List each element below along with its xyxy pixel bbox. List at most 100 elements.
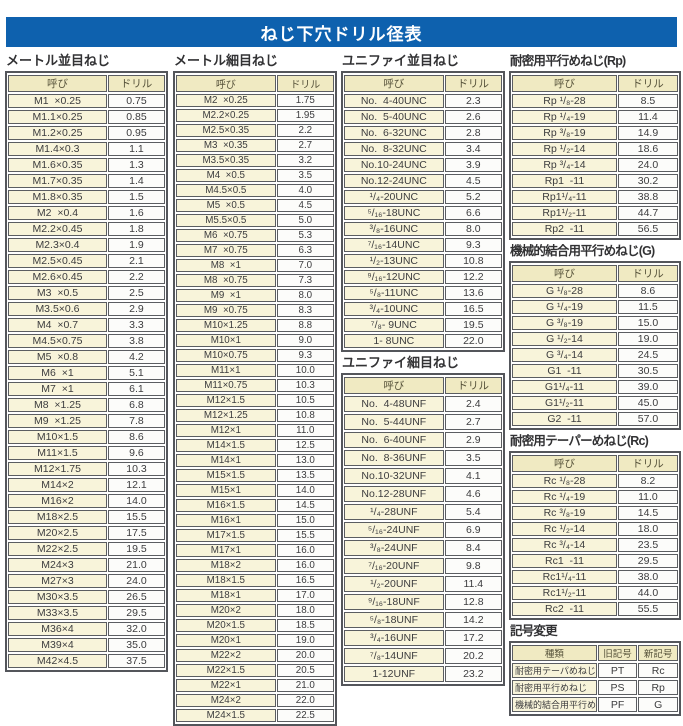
page-title: ねじ下穴ドリル径表 [260, 24, 423, 44]
table-cell: M24×1.5 [176, 709, 276, 722]
table-row: Rp1 -11 30.2 [512, 174, 678, 188]
table-cell: 2.6 [444, 110, 502, 124]
table-row: M6 ×1 5.1 [8, 366, 165, 380]
table-cell: 32.0 [107, 622, 165, 636]
table-cell: 3.3 [107, 318, 165, 332]
table-cell: Rp1 -11 [512, 174, 617, 188]
table-cell: 5.2 [444, 190, 502, 204]
table-row: M11×1.5 9.6 [8, 446, 165, 460]
table-cell: 4.1 [444, 468, 502, 484]
table-row: M15×1.5 13.5 [176, 469, 334, 482]
table-cell: No.10-24UNC [344, 158, 444, 172]
table-cell: 15.0 [617, 316, 678, 330]
section-title-unified-fine: ユニファイ細目ねじ [342, 355, 460, 370]
table-row: M1 ×0.25 0.75 [8, 94, 165, 108]
table-row: Rc ³/₄-14 23.5 [512, 538, 678, 552]
table-row: G ¹/₂-14 19.0 [512, 332, 678, 346]
table-cell: ドリル [617, 75, 678, 92]
table-cell: 8.3 [276, 304, 334, 317]
table-row: M1.8×0.35 1.5 [8, 190, 165, 204]
table-row: No. 5-40UNC 2.6 [344, 110, 502, 124]
table-cell: 26.5 [107, 590, 165, 604]
table-cell: ¹/₂-20UNF [344, 576, 444, 592]
table-cell: 19.5 [107, 542, 165, 556]
page-title-bar: ねじ下穴ドリル径表 [6, 17, 677, 47]
table-cell: 1.5 [107, 190, 165, 204]
g-table: 呼び ドリル G ¹/₈-28 8.6 G ¹/₄-19 11.5 G ³/₈-19 15.0… [509, 261, 681, 430]
table-cell: 9.8 [444, 558, 502, 574]
table-row: Rp ¹/₂-14 18.6 [512, 142, 678, 156]
table-cell: M2.5×0.45 [8, 254, 107, 268]
table-row: ⁷/₁₆-14UNC 9.3 [344, 238, 502, 252]
table-cell: 44.0 [617, 586, 678, 600]
table-cell: M10×1.25 [176, 319, 276, 332]
table-header-row: 呼び ドリル [344, 75, 502, 92]
table-cell: 旧記号 [597, 645, 638, 661]
table-cell: 1- 8UNC [344, 334, 444, 348]
table-cell: M2.3×0.4 [8, 238, 107, 252]
table-row: Rp ³/₈-19 14.9 [512, 126, 678, 140]
table-cell: M3.5×0.35 [176, 154, 276, 167]
table-cell: M11×0.75 [176, 379, 276, 392]
table-row: ⁵/₁₆-18UNC 6.6 [344, 206, 502, 220]
table-cell: M9 ×1 [176, 289, 276, 302]
table-cell: M1.4×0.3 [8, 142, 107, 156]
table-row: M2 ×0.4 1.6 [8, 206, 165, 220]
unified-coarse-table: 呼び ドリル No. 4-40UNC 2.3 No. 5-40UNC 2.6 No. 6-3… [341, 71, 505, 352]
table-cell: ⁷/₈- 9UNC [344, 318, 444, 332]
table-cell: Rp2 -11 [512, 222, 617, 236]
table-cell: M10×1.5 [8, 430, 107, 444]
table-row: M36×4 32.0 [8, 622, 165, 636]
table-row: G2 -11 57.0 [512, 412, 678, 426]
table-cell: 呼び [8, 75, 107, 92]
table-row: M18×1.5 16.5 [176, 574, 334, 587]
table-row: M3 ×0.5 2.5 [8, 286, 165, 300]
table-cell: 13.6 [444, 286, 502, 300]
table-cell: M14×1.5 [176, 439, 276, 452]
table-cell: 4.0 [276, 184, 334, 197]
table-cell: M15×1 [176, 484, 276, 497]
table-cell: 5.0 [276, 214, 334, 227]
table-cell: M20×1 [176, 634, 276, 647]
table-cell: 12.5 [276, 439, 334, 452]
table-row: ⁵/₁₆-24UNF 6.9 [344, 522, 502, 538]
table-row: M9 ×1 8.0 [176, 289, 334, 302]
table-cell: 1.95 [276, 109, 334, 122]
table-cell: 16.5 [276, 574, 334, 587]
table-row: G1¹/₄-11 39.0 [512, 380, 678, 394]
table-row: M11×1 10.0 [176, 364, 334, 377]
table-row: M10×1.5 8.6 [8, 430, 165, 444]
table-row: M1.2×0.25 0.95 [8, 126, 165, 140]
table-cell: M22×1.5 [176, 664, 276, 677]
table-cell: 20.0 [276, 649, 334, 662]
table-cell: 4.5 [444, 174, 502, 188]
table-row: G1 -11 30.5 [512, 364, 678, 378]
table-row: M14×2 12.1 [8, 478, 165, 492]
table-cell: 2.3 [444, 94, 502, 108]
table-cell: M33×3.5 [8, 606, 107, 620]
table-cell: 1.1 [107, 142, 165, 156]
table-row: 機械的結合用平行めねじPFG [512, 697, 678, 712]
table-cell: 8.6 [617, 284, 678, 298]
table-row: M4 ×0.5 3.5 [176, 169, 334, 182]
table-cell: 3.9 [444, 158, 502, 172]
table-cell: M16×1 [176, 514, 276, 527]
table-cell: 呼び [176, 75, 276, 92]
table-cell: 4.5 [276, 199, 334, 212]
table-cell: M17×1 [176, 544, 276, 557]
table-row: M5 ×0.5 4.5 [176, 199, 334, 212]
table-row: M4.5×0.5 4.0 [176, 184, 334, 197]
table-cell: ¹/₂-13UNC [344, 254, 444, 268]
table-row: M33×3.5 29.5 [8, 606, 165, 620]
table-row: ⁷/₈- 9UNC 19.5 [344, 318, 502, 332]
table-row: ⁹/₁₆-18UNF 12.8 [344, 594, 502, 610]
table-cell: 0.95 [107, 126, 165, 140]
table-cell: M2 ×0.25 [176, 94, 276, 107]
table-cell: M18×2.5 [8, 510, 107, 524]
table-row: M3 ×0.35 2.7 [176, 139, 334, 152]
table-cell: 16.5 [444, 302, 502, 316]
table-cell: 14.0 [276, 484, 334, 497]
table-cell: 18.0 [617, 522, 678, 536]
table-cell: M22×1 [176, 679, 276, 692]
table-row: Rp ¹/₈-28 8.5 [512, 94, 678, 108]
